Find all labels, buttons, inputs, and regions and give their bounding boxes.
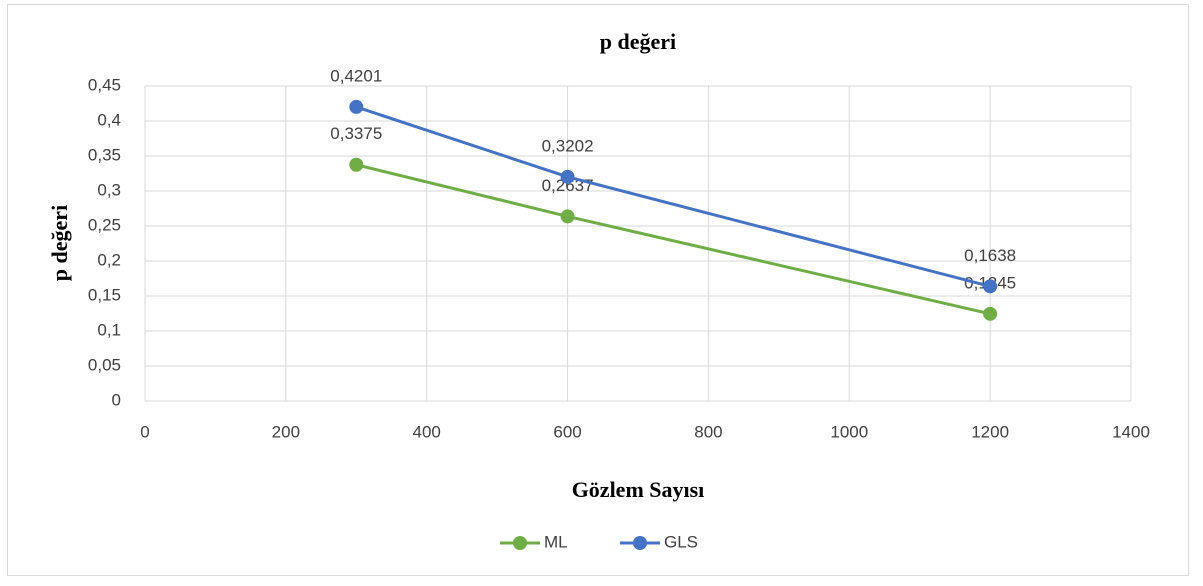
y-tick-label: 0,3 <box>97 180 121 199</box>
x-tick-label: 600 <box>553 422 581 441</box>
x-tick-label: 200 <box>272 422 300 441</box>
chart-title: p değeri <box>600 29 676 54</box>
y-tick-label: 0 <box>112 390 121 409</box>
legend-marker <box>513 536 527 550</box>
y-tick-label: 0,15 <box>88 285 121 304</box>
y-tick-label: 0,05 <box>88 355 121 374</box>
data-label: 0,3202 <box>542 136 594 155</box>
x-tick-label: 0 <box>140 422 149 441</box>
y-tick-label: 0,45 <box>88 75 121 94</box>
data-point <box>560 209 575 224</box>
x-tick-label: 800 <box>694 422 722 441</box>
legend-label: ML <box>544 532 568 551</box>
data-point <box>983 279 998 294</box>
legend-label: GLS <box>664 532 698 551</box>
y-tick-label: 0,2 <box>97 250 121 269</box>
legend-marker <box>633 536 647 550</box>
x-axis-label: Gözlem Sayısı <box>572 477 705 502</box>
data-label: 0,1638 <box>964 246 1016 265</box>
x-tick-label: 1000 <box>830 422 868 441</box>
x-tick-label: 400 <box>413 422 441 441</box>
data-point <box>983 306 998 321</box>
y-tick-label: 0,25 <box>88 215 121 234</box>
data-point <box>349 157 364 172</box>
y-tick-label: 0,35 <box>88 145 121 164</box>
x-tick-label: 1400 <box>1112 422 1150 441</box>
data-point <box>560 169 575 184</box>
y-tick-label: 0,1 <box>97 320 121 339</box>
y-axis-label: p değeri <box>47 205 72 281</box>
data-point <box>349 99 364 114</box>
x-tick-label: 1200 <box>971 422 1009 441</box>
y-tick-label: 0,4 <box>97 110 121 129</box>
data-label: 0,4201 <box>330 66 382 85</box>
data-label: 0,3375 <box>330 124 382 143</box>
